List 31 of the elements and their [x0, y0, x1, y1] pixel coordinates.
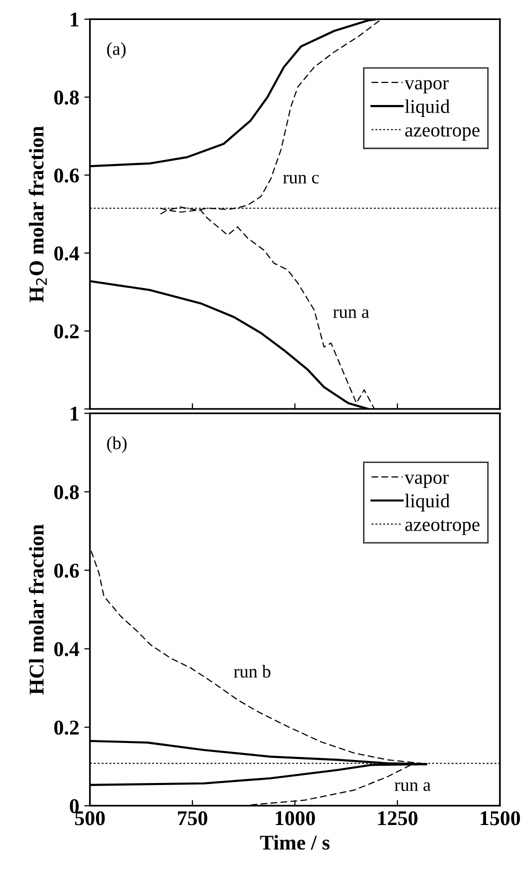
annotation: run a: [394, 782, 431, 792]
y-tick-label: 0.4: [54, 642, 80, 656]
x-tick-label: 1500: [480, 811, 520, 826]
y-tick-label: 0.2: [54, 720, 79, 735]
x-tick-label: 1250: [378, 811, 418, 826]
y-tick-label: 1: [70, 12, 78, 26]
legend-label: liquid: [404, 494, 450, 512]
x-tick-label: 500: [75, 811, 105, 826]
y-tick-label: 0.8: [54, 485, 79, 500]
annotation: run b: [234, 664, 270, 678]
y-tick-label: 0.6: [54, 564, 79, 578]
y-axis-title: H$_{2}$O molar fraction: [28, 126, 47, 302]
x-tick-label: 1000: [276, 811, 315, 826]
annotation: (a): [107, 42, 126, 59]
x-axis-title: Time / s: [260, 835, 330, 850]
y-tick-label: 0: [70, 799, 79, 814]
legend-label: vapor: [404, 80, 449, 94]
x-tick-label: 750: [178, 811, 208, 826]
annotation: (b): [107, 436, 127, 453]
y-tick-label: 0.8: [54, 90, 79, 105]
y-tick-label: 0.2: [54, 324, 79, 339]
legend-label: vapor: [404, 474, 449, 488]
legend-label: liquid: [404, 99, 450, 118]
y-tick-label: 1: [70, 406, 78, 421]
y-tick-label: 0.6: [54, 168, 79, 183]
annotation: run a: [333, 309, 370, 318]
annotation: run c: [283, 174, 319, 184]
y-axis-title: HCl molar fraction: [28, 524, 44, 695]
legend-label: azeotrope: [405, 126, 480, 141]
legend-label: azeotrope: [405, 520, 480, 536]
y-tick-label: 0.4: [54, 246, 80, 261]
